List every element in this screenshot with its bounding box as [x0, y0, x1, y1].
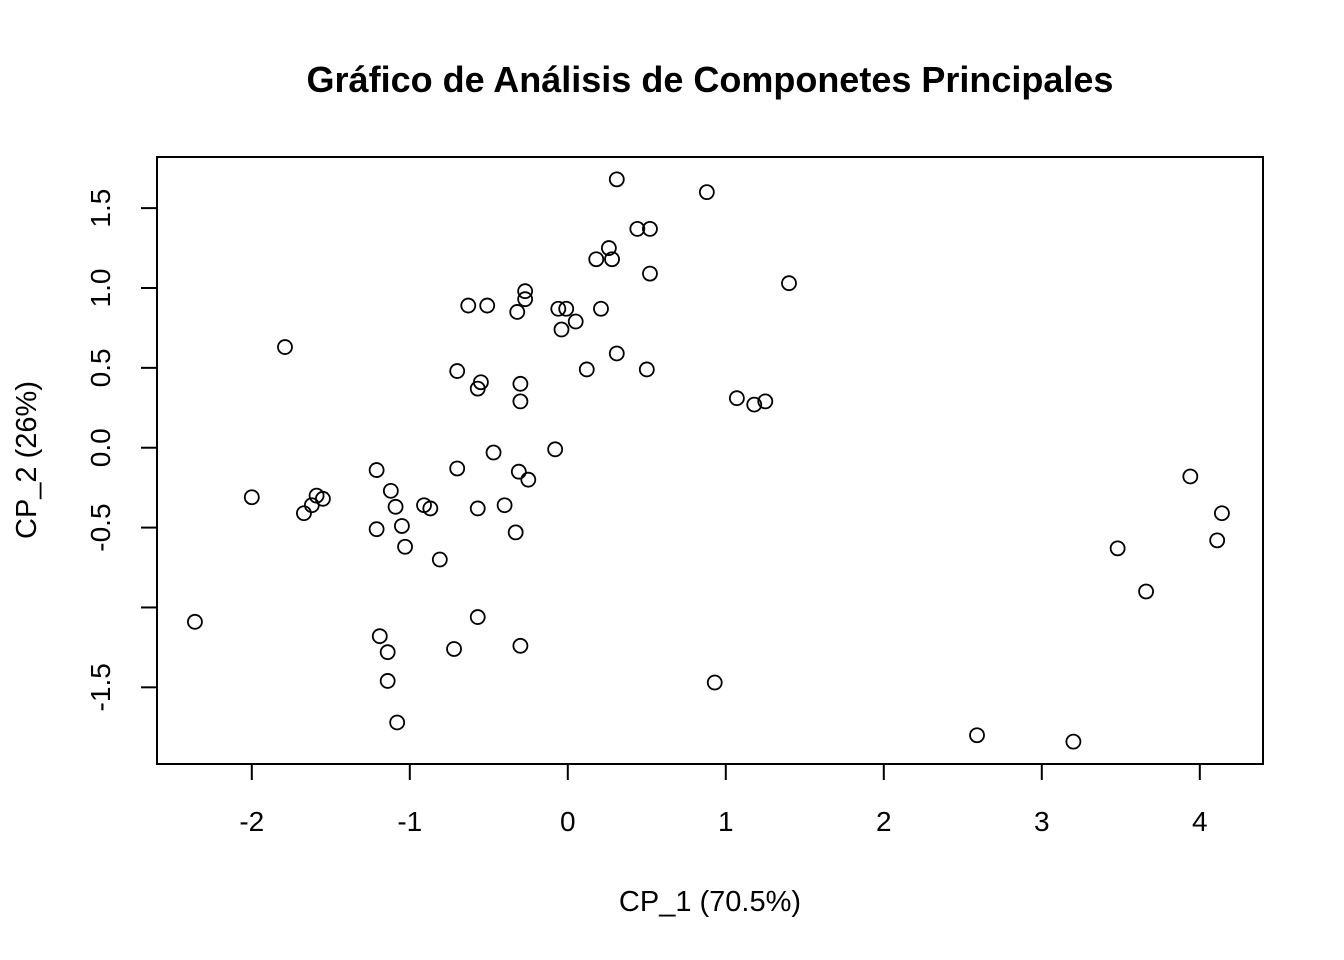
data-point — [638, 361, 655, 378]
data-point — [507, 524, 524, 541]
data-point — [1209, 532, 1226, 549]
plot-frame — [156, 156, 1264, 765]
data-point — [781, 275, 797, 292]
data-point — [517, 283, 534, 300]
y-tick-label: -0.5 — [85, 503, 116, 551]
x-tick-label: 0 — [560, 806, 576, 837]
y-tick-label: 0.5 — [85, 348, 116, 387]
data-point — [510, 463, 527, 480]
data-point — [509, 304, 526, 320]
data-point — [512, 393, 529, 410]
x-tick-label: 4 — [1192, 806, 1208, 837]
data-point — [469, 500, 486, 517]
data-point — [578, 361, 595, 378]
data-point — [642, 265, 658, 282]
data-point — [479, 297, 496, 314]
data-point — [600, 240, 617, 256]
data-point — [593, 300, 609, 317]
data-point — [604, 251, 620, 268]
x-tick-label: 2 — [876, 806, 892, 837]
data-point — [469, 380, 486, 397]
data-point — [1214, 505, 1230, 522]
data-point — [1182, 468, 1199, 485]
data-point — [698, 184, 715, 201]
data-point — [460, 297, 477, 314]
data-point — [558, 300, 575, 317]
y-tick-label: -1.5 — [85, 663, 116, 711]
data-point — [431, 551, 448, 568]
data-points — [187, 171, 1230, 750]
x-axis-label: CP_1 (70.5%) — [619, 886, 801, 918]
data-point — [706, 674, 723, 691]
x-tick-label: 3 — [1034, 806, 1050, 837]
data-point — [1138, 583, 1154, 600]
data-point — [449, 363, 466, 379]
data-point — [449, 460, 466, 477]
data-point — [642, 220, 658, 237]
data-point — [303, 497, 320, 514]
data-point — [485, 444, 502, 461]
y-tick-label: 1.0 — [85, 269, 116, 308]
data-point — [296, 505, 312, 522]
data-point — [547, 441, 564, 458]
data-point — [469, 609, 486, 625]
x-axis: -2 -1 0 1 2 3 4 — [239, 764, 1208, 837]
data-point — [550, 300, 567, 317]
data-point — [757, 393, 774, 410]
data-point — [368, 462, 385, 478]
data-point — [1109, 540, 1126, 557]
data-point — [728, 390, 745, 407]
data-point — [1065, 733, 1082, 750]
chart-title: Gráfico de Análisis de Componetes Princi… — [307, 59, 1114, 100]
data-point — [393, 518, 410, 534]
data-point — [446, 641, 462, 657]
y-axis-label: CP_2 (26%) — [11, 381, 43, 539]
data-point — [389, 714, 406, 731]
x-tick-label: 1 — [718, 806, 734, 837]
data-point — [379, 673, 396, 689]
data-point — [397, 538, 413, 555]
data-point — [277, 339, 293, 355]
data-point — [746, 396, 763, 413]
data-point — [243, 489, 260, 506]
data-point — [382, 482, 399, 499]
data-point — [368, 521, 385, 538]
x-tick-label: -1 — [397, 806, 422, 837]
data-point — [371, 628, 388, 645]
data-point — [588, 251, 605, 268]
data-point — [512, 637, 529, 654]
data-point — [567, 313, 584, 330]
data-point — [520, 471, 537, 488]
x-tick-label: -2 — [239, 806, 264, 837]
data-point — [512, 375, 529, 392]
data-point — [387, 498, 404, 515]
data-point — [608, 345, 625, 362]
y-tick-label: 0.0 — [85, 428, 116, 467]
data-point — [379, 644, 396, 661]
data-point — [608, 171, 625, 188]
data-point — [553, 321, 570, 338]
y-tick-label: 1.5 — [85, 189, 116, 228]
data-point — [629, 220, 646, 237]
data-point — [496, 497, 513, 514]
data-point — [969, 727, 985, 744]
data-point — [422, 500, 439, 517]
data-point — [187, 613, 203, 630]
y-axis: -1.5 -0.5 0.0 0.5 1.0 1.5 — [85, 189, 157, 711]
data-point — [517, 291, 534, 308]
